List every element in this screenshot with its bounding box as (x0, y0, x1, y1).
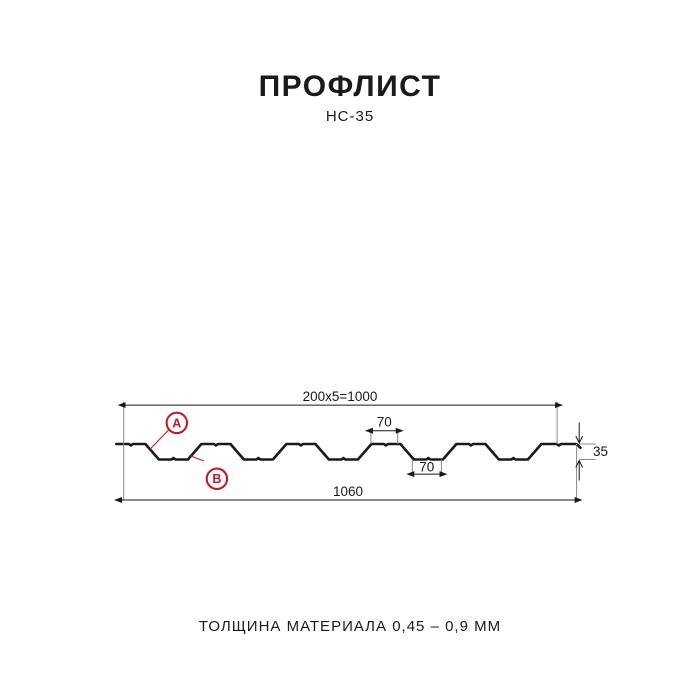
svg-text:200x5=1000: 200x5=1000 (303, 389, 378, 404)
svg-text:70: 70 (419, 460, 434, 475)
svg-text:35: 35 (593, 444, 608, 459)
svg-text:B: B (212, 472, 221, 486)
svg-text:A: A (172, 416, 181, 430)
svg-text:70: 70 (377, 415, 392, 430)
svg-text:1060: 1060 (333, 484, 363, 499)
